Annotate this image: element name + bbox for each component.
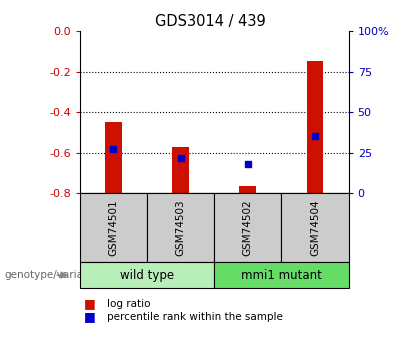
Text: percentile rank within the sample: percentile rank within the sample bbox=[107, 312, 283, 322]
Text: ■: ■ bbox=[84, 310, 96, 323]
Text: wild type: wild type bbox=[120, 269, 174, 282]
Bar bbox=[307, 61, 323, 193]
Text: mmi1 mutant: mmi1 mutant bbox=[241, 269, 322, 282]
Bar bbox=[239, 186, 256, 193]
Bar bbox=[105, 122, 122, 193]
Text: log ratio: log ratio bbox=[107, 299, 151, 308]
Bar bbox=[172, 147, 189, 193]
Text: GSM74503: GSM74503 bbox=[176, 199, 186, 256]
Text: genotype/variation: genotype/variation bbox=[4, 270, 103, 280]
Text: GDS3014 / 439: GDS3014 / 439 bbox=[155, 14, 265, 29]
Text: GSM74504: GSM74504 bbox=[310, 199, 320, 256]
Text: GSM74501: GSM74501 bbox=[108, 199, 118, 256]
Text: ■: ■ bbox=[84, 297, 96, 310]
Text: GSM74502: GSM74502 bbox=[243, 199, 253, 256]
